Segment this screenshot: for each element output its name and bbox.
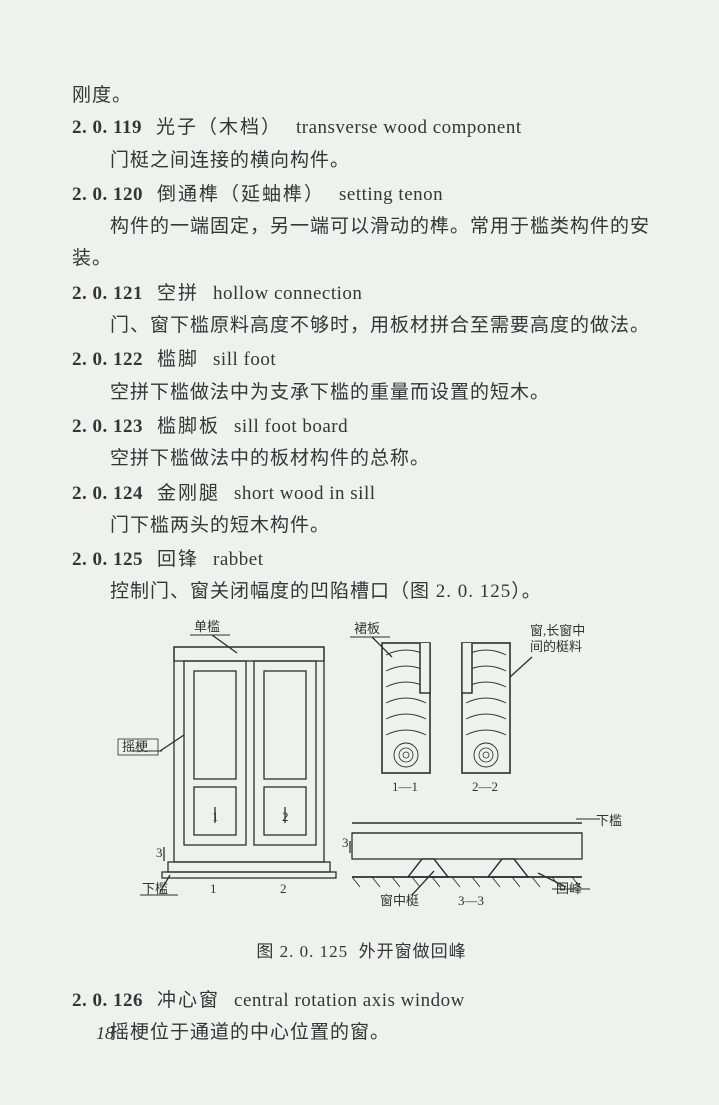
entry-en: sill foot board bbox=[234, 411, 348, 443]
label-sec-2: 2—2 bbox=[472, 779, 498, 794]
entry-en: hollow connection bbox=[213, 278, 362, 310]
entry-num: 2. 0. 123 bbox=[72, 411, 143, 443]
entry-desc: 控制门、窗关闭幅度的凹陷槽口（图 2. 0. 125）。 bbox=[72, 576, 651, 608]
entry-cn: 倒通榫（延蚰榫） bbox=[157, 179, 325, 211]
entry-en: transverse wood component bbox=[296, 112, 522, 144]
label-xia-kan-left: 下槛 bbox=[142, 881, 168, 896]
page-number: 18 bbox=[96, 1018, 114, 1049]
label-n3a: 3 bbox=[156, 845, 163, 860]
label-n2b: 2 bbox=[280, 881, 287, 896]
entry-desc: 构件的一端固定，另一端可以滑动的榫。常用于槛类构件的安装。 bbox=[72, 211, 651, 276]
label-right-note-1: 窗,长窗中 bbox=[530, 623, 585, 638]
label-xia-kan-right: 下槛 bbox=[596, 813, 622, 828]
entry-num: 2. 0. 124 bbox=[72, 478, 143, 510]
entry-cn: 空拼 bbox=[157, 278, 199, 310]
label-qun-ban: 裙板 bbox=[354, 621, 380, 636]
entry-cn: 槛脚 bbox=[157, 344, 199, 376]
entry-desc: 空拼下槛做法中为支承下槛的重量而设置的短木。 bbox=[72, 377, 651, 409]
label-sec-1: 1—1 bbox=[392, 779, 418, 794]
entry-en: sill foot bbox=[213, 344, 276, 376]
entry-cn: 回锋 bbox=[157, 544, 199, 576]
fragment-top: 刚度。 bbox=[72, 80, 651, 112]
entry-2: 2. 0. 121 空拼 hollow connection 门、窗下槛原料高度… bbox=[72, 278, 651, 343]
label-n1a: 1 bbox=[212, 809, 219, 824]
entry-num: 2. 0. 126 bbox=[72, 985, 143, 1017]
entry-desc: 摇梗位于通道的中心位置的窗。 bbox=[72, 1017, 651, 1049]
entry-cn: 金刚腿 bbox=[157, 478, 220, 510]
entry-5: 2. 0. 124 金刚腿 short wood in sill 门下槛两头的短… bbox=[72, 478, 651, 543]
figure-2-0-125: 单槛 摇梗 下槛 1 2 3 1 2 裙板 窗,长窗中 间的梃料 1—1 2—2… bbox=[102, 617, 622, 967]
label-n2a: 2 bbox=[282, 809, 289, 824]
entry-0: 2. 0. 119 光子（木档） transverse wood compone… bbox=[72, 112, 651, 177]
entry-en: setting tenon bbox=[339, 179, 443, 211]
entry-cn: 槛脚板 bbox=[157, 411, 220, 443]
entry-cn: 光子（木档） bbox=[156, 112, 282, 144]
label-n1b: 1 bbox=[210, 881, 217, 896]
figure-caption: 图 2. 0. 125 外开窗做回峰 bbox=[102, 938, 622, 967]
entry-7: 2. 0. 126 冲心窗 central rotation axis wind… bbox=[72, 985, 651, 1050]
entry-num: 2. 0. 120 bbox=[72, 179, 143, 211]
entry-en: short wood in sill bbox=[234, 478, 375, 510]
entry-num: 2. 0. 121 bbox=[72, 278, 143, 310]
entry-num: 2. 0. 119 bbox=[72, 112, 142, 144]
label-hui-feng: 回峰 bbox=[556, 881, 582, 896]
entry-1: 2. 0. 120 倒通榫（延蚰榫） setting tenon 构件的一端固定… bbox=[72, 179, 651, 276]
label-right-note-2: 间的梃料 bbox=[530, 639, 582, 654]
entry-6: 2. 0. 125 回锋 rabbet 控制门、窗关闭幅度的凹陷槽口（图 2. … bbox=[72, 544, 651, 609]
entry-desc: 门下槛两头的短木构件。 bbox=[72, 510, 651, 542]
label-chuang-zhong-ting: 窗中梃 bbox=[380, 893, 419, 908]
label-sec-3: 3—3 bbox=[458, 893, 484, 908]
entry-4: 2. 0. 123 槛脚板 sill foot board 空拼下槛做法中的板材… bbox=[72, 411, 651, 476]
label-yao-geng: 摇梗 bbox=[122, 739, 148, 754]
entry-desc: 门梃之间连接的横向构件。 bbox=[72, 145, 651, 177]
label-n3b: 3 bbox=[342, 835, 349, 850]
entry-num: 2. 0. 122 bbox=[72, 344, 143, 376]
entry-cn: 冲心窗 bbox=[157, 985, 220, 1017]
entry-desc: 门、窗下槛原料高度不够时，用板材拼合至需要高度的做法。 bbox=[72, 310, 651, 342]
label-dan-kan: 单槛 bbox=[194, 619, 220, 634]
entry-en: central rotation axis window bbox=[234, 985, 465, 1017]
entry-num: 2. 0. 125 bbox=[72, 544, 143, 576]
entry-desc: 空拼下槛做法中的板材构件的总称。 bbox=[72, 443, 651, 475]
entry-3: 2. 0. 122 槛脚 sill foot 空拼下槛做法中为支承下槛的重量而设… bbox=[72, 344, 651, 409]
entry-en: rabbet bbox=[213, 544, 263, 576]
